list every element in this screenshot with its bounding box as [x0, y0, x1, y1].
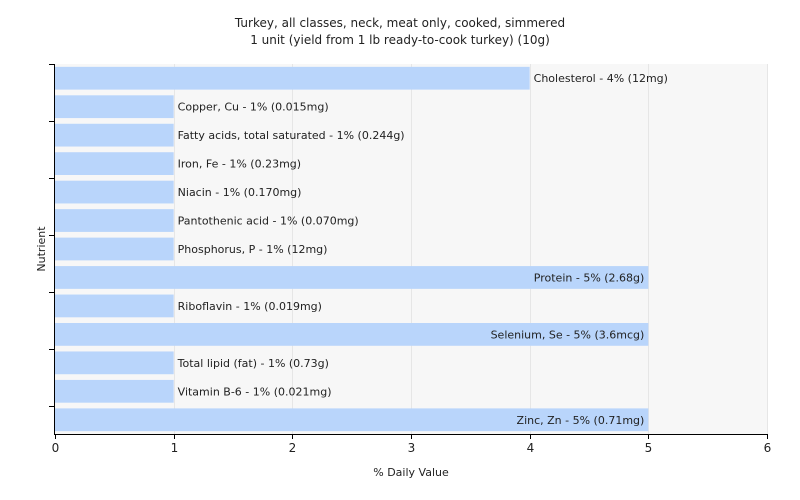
bar	[55, 351, 174, 375]
y-axis-ticks	[49, 64, 55, 407]
bar-label: Copper, Cu - 1% (0.015mg)	[178, 101, 329, 114]
x-tick-label: 2	[289, 441, 297, 455]
bars	[55, 66, 649, 432]
bar	[55, 152, 174, 175]
x-tick-label: 5	[645, 441, 653, 455]
bar	[55, 323, 649, 346]
bar-label: Fatty acids, total saturated - 1% (0.244…	[178, 129, 405, 142]
bar	[55, 408, 649, 432]
bar-label: Riboflavin - 1% (0.019mg)	[178, 300, 322, 313]
bar	[55, 180, 174, 204]
x-tick-label: 1	[171, 441, 179, 455]
bar	[55, 266, 649, 289]
bar	[55, 379, 174, 403]
bar-label: Cholesterol - 4% (12mg)	[534, 72, 668, 85]
bar-label: Protein - 5% (2.68g)	[534, 271, 645, 284]
gridlines	[174, 64, 768, 434]
bar	[55, 95, 174, 119]
bar-label: Total lipid (fat) - 1% (0.73g)	[177, 357, 329, 370]
x-axis-ticks: 0 1 2 3 4 5 6	[52, 434, 772, 455]
y-axis-label: Nutrient	[35, 226, 48, 272]
bar	[55, 237, 174, 261]
bar-label: Vitamin B-6 - 1% (0.021mg)	[178, 385, 332, 398]
x-tick-label: 3	[408, 441, 416, 455]
x-tick-label: 0	[52, 441, 60, 455]
bar-labels: Cholesterol - 4% (12mg) Copper, Cu - 1% (…	[177, 72, 668, 427]
chart-subtitle: 1 unit (yield from 1 lb ready-to-cook tu…	[250, 33, 550, 47]
bar	[55, 66, 530, 90]
x-axis-label: % Daily Value	[373, 466, 449, 479]
bar-label: Pantothenic acid - 1% (0.070mg)	[178, 215, 359, 228]
bar-label: Phosphorus, P - 1% (12mg)	[178, 243, 328, 256]
chart-title: Turkey, all classes, neck, meat only, co…	[234, 16, 565, 30]
bar-label: Niacin - 1% (0.170mg)	[178, 186, 302, 199]
x-tick-label: 4	[527, 441, 535, 455]
bar	[55, 123, 174, 147]
bar	[55, 294, 174, 318]
bar-label: Zinc, Zn - 5% (0.71mg)	[517, 414, 645, 427]
bar-label: Selenium, Se - 5% (3.6mcg)	[491, 328, 645, 341]
bar	[55, 209, 174, 232]
x-tick-label: 6	[764, 441, 772, 455]
bar-label: Iron, Fe - 1% (0.23mg)	[178, 158, 301, 171]
